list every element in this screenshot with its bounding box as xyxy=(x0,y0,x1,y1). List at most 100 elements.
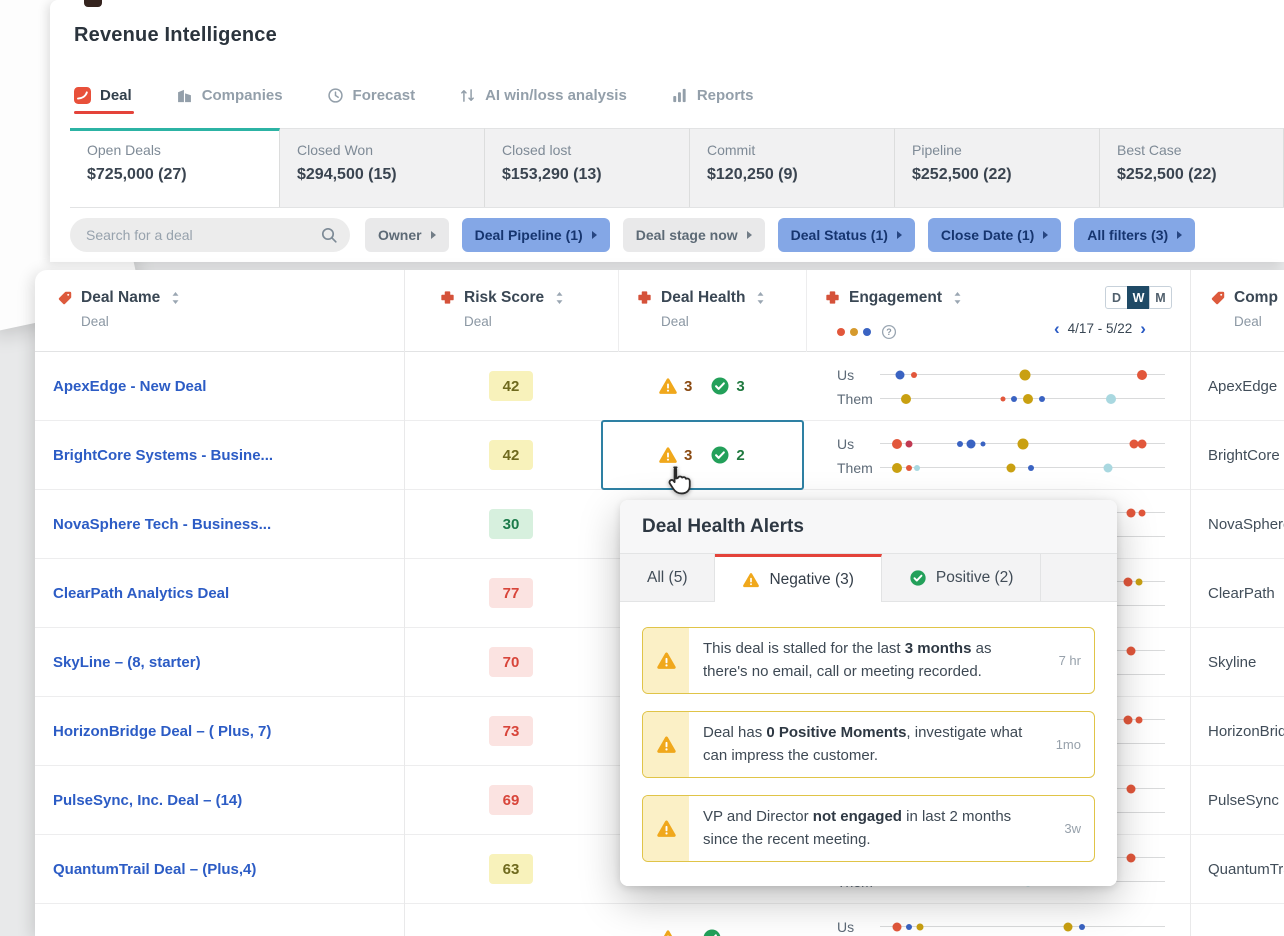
deal-name-link[interactable]: PulseSync, Inc. Deal – (14) xyxy=(53,792,243,809)
summary-card-open-deals[interactable]: Open Deals $725,000 (27) xyxy=(70,128,280,207)
engagement-dot xyxy=(916,923,924,931)
caret-right-icon xyxy=(746,231,752,239)
engagement-dot xyxy=(1137,439,1147,449)
engagement-dot xyxy=(1000,396,1006,402)
table-row: BrightCore Systems - Busine... 42 3 2 Us Them… xyxy=(35,420,1284,490)
header-panel: Revenue Intelligence Deal Companies Foreca… xyxy=(50,0,1284,262)
filter-chip-close-date-1[interactable]: Close Date (1) xyxy=(927,218,1062,252)
summary-card-commit[interactable]: Commit $120,250 (9) xyxy=(690,128,895,207)
popup-tab-negative-3[interactable]: Negative (3) xyxy=(715,554,882,602)
warning-icon xyxy=(656,650,677,671)
alert-age: 3w xyxy=(1064,821,1081,836)
column-header-risk-score[interactable]: Risk Score Deal xyxy=(404,270,618,351)
tab-label: Companies xyxy=(201,86,283,104)
deal-name-link[interactable]: QuantumTrail Deal – (Plus,4) xyxy=(53,861,257,878)
tab-ai-win-loss-analysis[interactable]: AI win/loss analysis xyxy=(459,87,627,104)
alert-card: Deal has 0 Positive Moments, investigate… xyxy=(642,711,1095,778)
column-header-company[interactable]: Comp Deal xyxy=(1190,270,1284,351)
filter-chip-deal-status-1[interactable]: Deal Status (1) xyxy=(777,218,915,252)
warning-icon xyxy=(658,928,678,936)
tab-forecast[interactable]: Forecast xyxy=(327,87,415,104)
engagement-dot xyxy=(1006,463,1016,473)
engagement-dot xyxy=(1126,646,1136,656)
chevron-left-icon[interactable]: ‹ xyxy=(1054,319,1060,338)
filter-chip-all-filters-3[interactable]: All filters (3) xyxy=(1074,218,1196,252)
engagement-them-row: Them xyxy=(806,389,1190,409)
company-cell: ApexEdge xyxy=(1208,378,1278,395)
deal-name-link[interactable]: ClearPath Analytics Deal xyxy=(53,585,230,602)
popup-tab-positive-2[interactable]: Positive (2) xyxy=(882,554,1042,601)
column-header-deal-name[interactable]: Deal Name Deal xyxy=(35,270,404,351)
summary-card-label: Commit xyxy=(707,142,756,158)
tab-label: Reports xyxy=(696,86,754,104)
chevron-right-icon[interactable]: › xyxy=(1140,319,1146,338)
summary-card-pipeline[interactable]: Pipeline $252,500 (22) xyxy=(895,128,1100,207)
engagement-dot xyxy=(1126,853,1136,863)
alert-text: VP and Director not engaged in last 2 mo… xyxy=(689,796,1042,861)
filter-chip-label: Close Date (1) xyxy=(940,227,1035,243)
check-icon xyxy=(909,569,927,587)
tab-companies[interactable]: Companies xyxy=(176,87,283,104)
deal-name-link[interactable]: NovaSphere Tech - Business... xyxy=(53,516,272,533)
alert-text-segment: Deal has xyxy=(703,724,767,741)
risk-score-pill: 42 xyxy=(489,371,533,401)
alert-stripe xyxy=(643,796,689,861)
caret-right-icon xyxy=(1177,231,1183,239)
tab-reports[interactable]: Reports xyxy=(671,87,754,104)
summary-card-value: $294,500 (15) xyxy=(297,166,397,183)
field-icon xyxy=(825,290,841,306)
deal-name-link[interactable]: ApexEdge - New Deal xyxy=(53,378,207,395)
column-label: Comp xyxy=(1234,289,1278,306)
engagement-cell: Us Them xyxy=(806,421,1190,489)
summary-card-best-case[interactable]: Best Case $252,500 (22) xyxy=(1100,128,1284,207)
engagement-dot xyxy=(1137,370,1148,380)
header-divider xyxy=(618,270,619,352)
sort-icon xyxy=(756,291,765,305)
risk-score-cell: 73 xyxy=(404,697,618,765)
summary-card-closed-won[interactable]: Closed Won $294,500 (15) xyxy=(280,128,485,207)
alert-card: VP and Director not engaged in last 2 mo… xyxy=(642,795,1095,862)
positive-health-badge: 3 xyxy=(710,376,745,396)
column-header-deal-health[interactable]: Deal Health Deal xyxy=(618,270,806,351)
health-count: 3 xyxy=(684,446,693,464)
popup-tab-all-5[interactable]: All (5) xyxy=(620,554,716,601)
filter-chip-deal-stage-now[interactable]: Deal stage now xyxy=(622,218,765,252)
tab-deal[interactable]: Deal xyxy=(74,86,134,114)
engagement-track xyxy=(880,365,1165,385)
positive-health-badge xyxy=(702,928,728,936)
popup-tab-label: Negative (3) xyxy=(769,570,854,588)
summary-card-closed-lost[interactable]: Closed lost $153,290 (13) xyxy=(485,128,690,207)
engagement-series-label: Us xyxy=(837,436,855,452)
risk-score-cell xyxy=(404,904,618,936)
svg-text:?: ? xyxy=(886,327,892,337)
risk-score-pill: 30 xyxy=(489,509,533,539)
deal-name-link[interactable]: BrightCore Systems - Busine... xyxy=(53,447,274,464)
granularity-m[interactable]: M xyxy=(1149,286,1172,309)
granularity-w[interactable]: W xyxy=(1127,286,1150,309)
deal-health-cell[interactable] xyxy=(618,904,806,936)
engagement-dot xyxy=(1123,715,1133,725)
filter-chip-deal-pipeline-1[interactable]: Deal Pipeline (1) xyxy=(461,218,610,252)
alert-stripe xyxy=(643,628,689,693)
risk-score-cell: 42 xyxy=(404,421,618,489)
deal-name-link[interactable]: HorizonBridge Deal – ( Plus, 7) xyxy=(53,723,272,740)
search-input[interactable] xyxy=(70,218,350,252)
granularity-d[interactable]: D xyxy=(1105,286,1128,309)
clock-icon xyxy=(327,87,344,104)
help-icon[interactable]: ? xyxy=(881,324,897,340)
engagement-dot xyxy=(895,370,905,380)
risk-score-cell: 63 xyxy=(404,835,618,903)
summary-card-label: Best Case xyxy=(1117,142,1182,158)
bar-chart-icon xyxy=(671,87,688,104)
column-divider xyxy=(404,270,405,936)
alert-text-segment: This deal is stalled for the last xyxy=(703,640,905,657)
caret-right-icon xyxy=(591,231,597,239)
engagement-track xyxy=(880,917,1165,936)
filter-chip-label: Deal Pipeline (1) xyxy=(474,227,583,243)
filter-chip-owner[interactable]: Owner xyxy=(365,218,449,252)
deal-name-link[interactable]: SkyLine – (8, starter) xyxy=(53,654,201,671)
alert-stripe xyxy=(643,712,689,777)
